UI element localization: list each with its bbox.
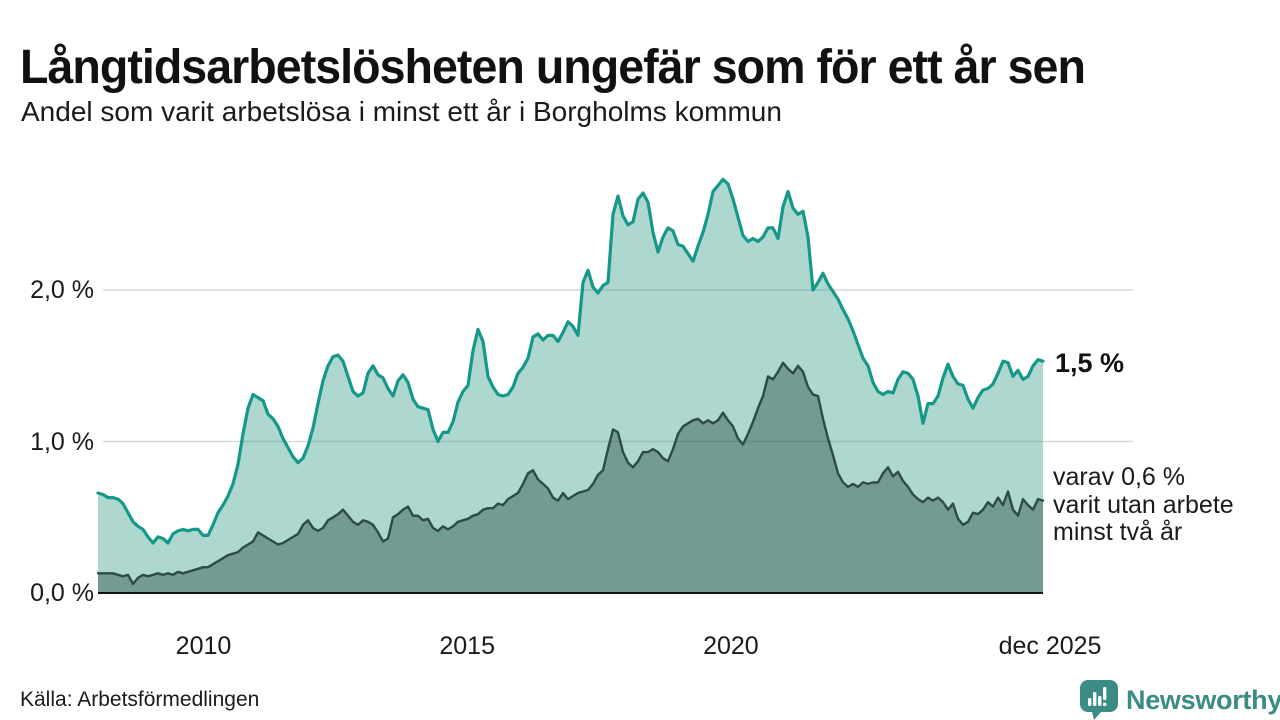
series2-annotation-line-1: varav 0,6 %	[1053, 463, 1186, 491]
series2-end-annotation: varav 0,6 % varit utan arbete minst två …	[1053, 463, 1234, 547]
y-axis-label-1: 1,0 %	[30, 427, 94, 456]
page-title: Långtidsarbetslösheten ungefär som för e…	[20, 41, 1086, 95]
logo-wordmark: Newsworthy	[1126, 684, 1280, 715]
y-axis-label-0: 0,0 %	[30, 579, 94, 607]
x-axis-label-2010: 2010	[175, 632, 232, 660]
x-axis-label-2020: 2020	[703, 632, 759, 660]
series2-annotation-line-3: minst två år	[1053, 518, 1183, 546]
series1-end-value-label: 1,5 %	[1055, 348, 1125, 378]
series2-annotation-line-2: varit utan arbete	[1053, 490, 1234, 519]
x-axis-label-dec-2025: dec 2025	[998, 632, 1102, 660]
source-note: Källa: Arbetsförmedlingen	[20, 688, 260, 711]
x-axis-label-2015: 2015	[439, 632, 495, 660]
bar-chart-bubble-icon	[1080, 680, 1118, 720]
y-axis-label-2: 2,0 %	[30, 276, 94, 304]
newsworthy-logo: Newsworthy	[1080, 680, 1280, 720]
page-subtitle: Andel som varit arbetslösa i minst ett å…	[21, 96, 782, 127]
